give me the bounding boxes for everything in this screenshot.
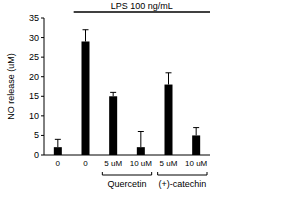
chart-svg: 0 5 10 15 20 25 30 35 NO release (uM) 0 0 5 uM 10 uM…: [0, 0, 282, 205]
x-tick-label: 5 uM: [104, 159, 122, 168]
error-cap: [138, 131, 144, 132]
annotation: LPS 100 ng/mL: [111, 1, 173, 11]
group-bracket: [102, 172, 151, 175]
error-bar: [138, 132, 144, 148]
error-line: [196, 128, 197, 136]
error-cap: [110, 92, 116, 93]
error-line: [113, 92, 114, 96]
error-line: [85, 30, 86, 42]
y-tick-label: 20: [29, 72, 39, 82]
error-bar: [55, 139, 61, 147]
y-tick-label: 25: [29, 52, 39, 62]
bar: [82, 41, 90, 155]
chart: 0 5 10 15 20 25 30 35 NO release (uM) 0 0 5 uM 10 uM…: [0, 0, 282, 205]
bars: [54, 30, 200, 155]
x-tick-label: 10 uM: [130, 159, 153, 168]
group-label: (+)-catechin: [158, 179, 206, 189]
error-cap: [55, 139, 61, 140]
x-axis: [44, 155, 210, 156]
error-bar: [83, 30, 89, 42]
y-tick-label: 35: [29, 13, 39, 23]
x-tick-label: 0: [56, 159, 61, 168]
y-axis: [44, 18, 45, 155]
y-tick-label: 30: [29, 33, 39, 43]
bar: [165, 85, 173, 155]
y-tick-label: 0: [34, 150, 39, 160]
error-line: [168, 73, 169, 85]
bar: [109, 96, 117, 155]
group-label: Quercetin: [107, 179, 146, 189]
error-cap: [166, 72, 172, 73]
bar: [54, 147, 62, 155]
y-tick-label: 10: [29, 111, 39, 121]
y-axis-label: NO release (uM): [6, 53, 16, 120]
group-bracket: [158, 172, 207, 175]
error-bar: [193, 128, 199, 136]
annotation-line: [74, 11, 210, 13]
x-tick-label: 10 uM: [185, 159, 208, 168]
error-bar: [110, 92, 116, 96]
bar: [137, 147, 145, 155]
x-tick-label: 0: [83, 159, 88, 168]
y-tick-label: 15: [29, 91, 39, 101]
bar: [192, 135, 200, 155]
x-tick-label: 5 uM: [160, 159, 178, 168]
y-tick-label: 5: [34, 130, 39, 140]
error-cap: [193, 127, 199, 128]
error-line: [140, 132, 141, 148]
error-line: [57, 139, 58, 147]
error-bar: [166, 73, 172, 85]
error-cap: [83, 29, 89, 30]
